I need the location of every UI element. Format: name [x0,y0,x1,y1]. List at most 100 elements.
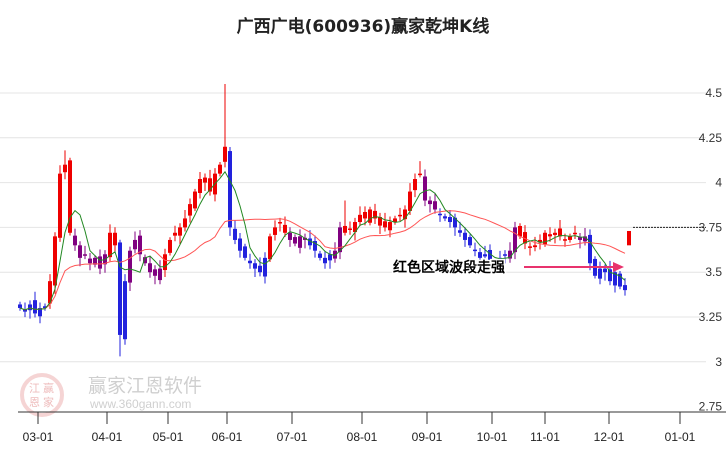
candle-body [283,224,287,233]
x-tick-label: 05-01 [153,430,184,444]
arrow-head-icon [613,262,624,272]
candle-body [133,239,137,250]
candle-body [463,232,467,240]
x-tick-label: 04-01 [92,430,123,444]
x-tick-label: 08-01 [347,430,378,444]
candle-body [358,214,362,223]
x-tick-label: 06-01 [212,430,243,444]
candle-body [23,309,27,312]
candle-body [108,232,112,258]
candle-body [578,237,582,240]
candle-body [603,268,607,273]
candle-body [28,304,32,311]
candle-body [203,177,207,183]
candle-body [478,252,482,258]
chart-title: 广西广电(600936)赢家乾坤K线 [236,17,490,37]
candle-body [338,227,342,253]
x-tick-label: 03-01 [23,430,54,444]
candle-body [408,191,412,211]
y-tick-label: 4.5 [705,86,722,100]
candle-body [393,218,397,223]
candle-body [428,200,432,205]
candle-body [258,265,262,273]
candle-body [378,217,382,226]
candle-body [563,239,567,241]
candle-body [138,235,142,255]
candle-body [318,253,322,258]
candle-body [68,160,72,233]
candle-body [493,263,497,265]
y-tick-label: 3.25 [699,310,723,324]
candle-body [513,227,517,253]
candle-body [308,238,312,246]
candle-body [228,151,232,228]
candle-body [178,227,182,236]
candle-body [98,256,102,269]
candle-body [73,235,77,246]
candle-body [293,237,297,244]
candle-body [343,225,347,233]
x-tick-label: 11-01 [530,430,560,444]
y-tick-label: 3.75 [699,220,723,234]
candle-body [288,232,292,240]
candle-body [198,179,202,193]
candle-body [268,236,272,260]
candle-body [48,281,52,304]
candle-body [43,306,47,309]
y-tick-label: 3.5 [705,265,722,279]
candle-body [528,246,532,248]
y-tick-label: 3 [715,355,722,369]
candle-body [188,204,192,216]
watermark-name: 赢家江恩软件 [88,375,202,397]
candle-body [53,236,57,286]
candle-body [448,217,452,223]
candle-body [608,269,612,282]
candle-body [243,246,247,258]
watermark-seal-bottom: 恩 家 [29,395,54,409]
candle-body [488,249,492,262]
candle-body [348,228,352,230]
candle-body [263,257,267,277]
y-axis: 4.5 4.25 4 3.75 3.5 3.25 3 2.75 [699,86,723,414]
candle-body [93,257,97,265]
candle-body [313,241,317,251]
candle-body [523,232,527,244]
candle-body [333,250,337,259]
candle-body [568,236,572,240]
candle-body [238,238,242,251]
candle-body [438,213,442,216]
candle-body [353,222,357,233]
ma-short-line [19,170,626,311]
candle-body [273,227,277,235]
candle-body [583,236,587,242]
candle-body [118,242,122,335]
candle-body [83,254,87,256]
candle-body [368,209,372,223]
y-tick-label: 2.75 [699,400,723,414]
ma-long-line [19,210,626,311]
candle-body [468,237,472,246]
candle-body [193,191,197,209]
candle-body [183,218,187,228]
x-tick-label: 09-01 [412,430,443,444]
candle-body [398,214,402,217]
y-tick-label: 4 [715,176,722,190]
candle-body [418,173,422,176]
candle-body [148,263,152,273]
candle-body [33,300,37,314]
candle-body [298,236,302,248]
x-tick-label: 01-01 [665,430,696,444]
candle-body [233,228,237,240]
annotations: 红色区域波段走强 [392,258,624,278]
candle-body [403,209,407,220]
candle-body [248,260,252,264]
candle-body [223,146,227,162]
candle-body [573,232,577,235]
candle-body [208,178,212,192]
x-tick-label: 12-01 [594,430,625,444]
candle-body [413,179,417,191]
candle-body [58,173,62,238]
candle-body [253,263,257,269]
candle-body [323,257,327,264]
